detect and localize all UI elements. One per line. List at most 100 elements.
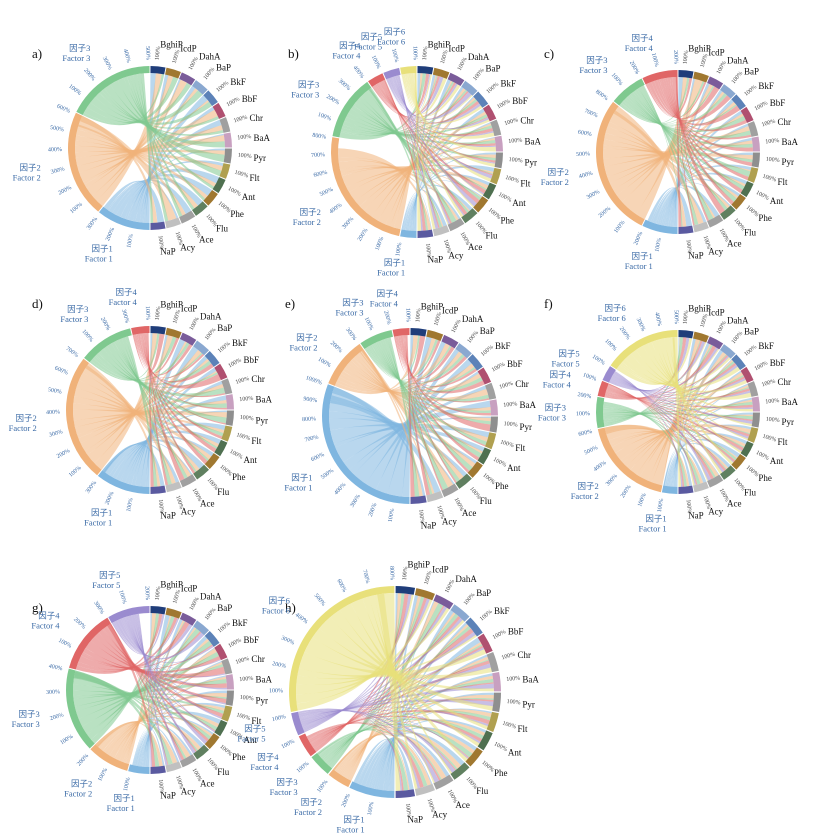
pah-pct-label: 100% xyxy=(503,421,518,428)
factor-pct-label: 100% xyxy=(613,220,626,235)
pah-pct-label: 100% xyxy=(228,729,243,741)
ribbon xyxy=(334,335,419,395)
factor-pct-label: 300% xyxy=(605,473,619,487)
pah-label: IcdP xyxy=(448,44,465,54)
pah-arc xyxy=(433,594,454,610)
ribbon xyxy=(86,79,187,196)
pah-pct-label: 100% xyxy=(453,497,465,512)
ribbon xyxy=(101,88,224,137)
ribbon xyxy=(125,613,157,765)
factor-label-en: Factor 3 xyxy=(62,53,90,63)
pah-label: Ant xyxy=(508,747,522,757)
factor-pct-label: 100% xyxy=(657,498,665,513)
pah-label: BaP xyxy=(217,323,232,333)
pah-pct-label: 100% xyxy=(480,344,495,358)
pah-arc xyxy=(492,692,501,713)
factor-pct-label: 300% xyxy=(86,216,99,231)
factor-pct-label: 200% xyxy=(618,326,631,341)
ribbon xyxy=(341,89,468,135)
ribbons xyxy=(296,593,494,791)
factor-label-cn: 因子6 xyxy=(604,303,625,313)
factor-pct-label: 100% xyxy=(610,72,624,87)
pah-label: BaP xyxy=(486,64,501,74)
ribbon xyxy=(615,424,751,461)
pah-pct-label: 100% xyxy=(486,82,501,96)
pah-label: BghiP xyxy=(408,560,431,570)
pah-arc xyxy=(432,67,450,79)
ribbon xyxy=(395,336,441,378)
pah-arc xyxy=(165,217,181,229)
ribbon xyxy=(357,735,450,786)
factor-pct-label: 200% xyxy=(628,60,640,75)
pah-arc xyxy=(740,441,754,458)
pah-pct-label: 100% xyxy=(155,586,162,601)
ribbon xyxy=(657,79,748,132)
pah-label: NaP xyxy=(160,510,176,520)
factor-label-en: Factor 3 xyxy=(335,308,363,318)
pah-label: Acy xyxy=(708,247,723,257)
pah-arc xyxy=(707,474,724,488)
ribbon xyxy=(78,372,192,478)
ribbon xyxy=(120,168,220,219)
factor-pct-label: 700% xyxy=(361,569,370,584)
factor-label-cn: 因子3 xyxy=(298,79,319,89)
factor-label-cn: 因子4 xyxy=(257,752,279,762)
pah-pct-label: 100% xyxy=(226,96,241,108)
pah-pct-label: 100% xyxy=(174,775,184,790)
factor-pct-label: 300% xyxy=(337,78,351,92)
ribbon xyxy=(73,678,212,740)
factor-pct-label: 800% xyxy=(302,416,316,423)
pah-pct-label: 100% xyxy=(426,798,436,813)
pah-label: Pyr xyxy=(524,158,537,168)
pah-arc xyxy=(204,350,220,367)
pah-label: BbF xyxy=(507,359,523,369)
ribbon xyxy=(82,628,200,734)
ribbon xyxy=(383,80,452,224)
ribbon xyxy=(634,89,737,202)
ribbon xyxy=(373,75,441,117)
ribbon xyxy=(396,335,467,383)
ribbon xyxy=(95,92,213,125)
pah-pct-label: 100% xyxy=(227,637,242,649)
ribbon xyxy=(354,354,476,468)
pah-label: BaP xyxy=(217,603,232,613)
ribbon xyxy=(630,372,744,475)
ribbon xyxy=(330,609,488,730)
pah-label: Flu xyxy=(486,230,499,240)
ribbon xyxy=(365,339,439,381)
ribbon xyxy=(367,346,465,385)
factor-pct-label: 300% xyxy=(350,494,362,509)
factor-arc xyxy=(322,384,410,504)
ribbon xyxy=(366,345,452,382)
ribbon xyxy=(298,649,487,678)
pah-pct-label: 100% xyxy=(685,239,692,254)
pah-arc xyxy=(482,182,497,200)
ribbon xyxy=(73,396,220,448)
pah-pct-label: 100% xyxy=(239,695,254,702)
pah-pct-label: 100% xyxy=(718,488,730,503)
ribbon xyxy=(76,129,199,209)
pah-pct-label: 100% xyxy=(155,46,162,61)
ribbon xyxy=(606,427,719,477)
ribbon xyxy=(636,359,734,477)
pah-arc xyxy=(165,761,182,773)
pah-pct-label: 100% xyxy=(459,231,471,246)
pah-label: Phe xyxy=(495,481,509,491)
factor-arc xyxy=(383,67,401,80)
ribbon xyxy=(401,74,432,114)
pah-arc xyxy=(707,214,724,228)
factor-pct-label: 400% xyxy=(578,171,593,180)
factor-pct-label: 100% xyxy=(126,234,135,249)
pah-arc xyxy=(221,658,233,675)
factor-pct-label: 100% xyxy=(576,411,590,417)
pah-arc xyxy=(150,326,166,335)
pah-arc xyxy=(707,76,724,90)
pah-label: BghiP xyxy=(688,44,711,54)
pah-arc xyxy=(693,221,709,233)
ribbon xyxy=(386,76,444,116)
pah-arc xyxy=(720,84,736,99)
pah-arc xyxy=(192,80,208,95)
ribbon xyxy=(339,603,480,747)
pah-arc xyxy=(720,465,736,480)
